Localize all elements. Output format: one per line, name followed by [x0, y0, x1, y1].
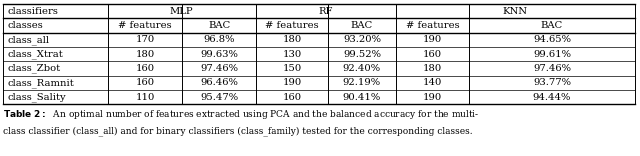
Text: 99.52%: 99.52% [343, 50, 381, 59]
Text: classes: classes [7, 21, 43, 30]
Text: $\mathbf{Table\ 2:}$  An optimal number of features extracted using PCA and the : $\mathbf{Table\ 2:}$ An optimal number o… [3, 108, 479, 121]
Text: 130: 130 [282, 50, 302, 59]
Text: # features: # features [118, 21, 172, 30]
Text: 92.40%: 92.40% [343, 64, 381, 73]
Text: 93.20%: 93.20% [343, 35, 381, 44]
Text: 160: 160 [136, 78, 154, 87]
Text: MLP: MLP [170, 7, 193, 16]
Text: 190: 190 [282, 78, 302, 87]
Text: 96.8%: 96.8% [204, 35, 235, 44]
Text: class_Xtrat: class_Xtrat [7, 49, 63, 59]
Text: 97.46%: 97.46% [533, 64, 571, 73]
Text: # features: # features [266, 21, 319, 30]
Text: 97.46%: 97.46% [200, 64, 238, 73]
Text: 190: 190 [422, 35, 442, 44]
Text: 94.44%: 94.44% [533, 93, 571, 102]
Text: class classifier (class_all) and for binary classifiers (class_family) tested fo: class classifier (class_all) and for bin… [3, 126, 473, 136]
Text: BAC: BAC [208, 21, 230, 30]
Text: 160: 160 [283, 93, 301, 102]
Text: BAC: BAC [351, 21, 373, 30]
Text: class_Zbot: class_Zbot [7, 64, 60, 73]
Text: RF: RF [319, 7, 333, 16]
Text: 93.77%: 93.77% [533, 78, 571, 87]
Text: 170: 170 [135, 35, 155, 44]
Text: 160: 160 [136, 64, 154, 73]
Text: classifiers: classifiers [7, 7, 58, 16]
Text: # features: # features [406, 21, 459, 30]
Text: 150: 150 [282, 64, 302, 73]
Text: class_all: class_all [7, 35, 49, 45]
Text: 95.47%: 95.47% [200, 93, 238, 102]
Text: 99.63%: 99.63% [200, 50, 238, 59]
Text: BAC: BAC [541, 21, 563, 30]
Text: 160: 160 [423, 50, 442, 59]
Text: 92.19%: 92.19% [343, 78, 381, 87]
Text: 90.41%: 90.41% [343, 93, 381, 102]
Text: class_Ramnit: class_Ramnit [7, 78, 74, 88]
Text: 140: 140 [422, 78, 442, 87]
Text: 190: 190 [422, 93, 442, 102]
Text: 96.46%: 96.46% [200, 78, 238, 87]
Text: 99.61%: 99.61% [533, 50, 571, 59]
Text: 180: 180 [282, 35, 302, 44]
Text: KNN: KNN [502, 7, 528, 16]
Text: class_Sality: class_Sality [7, 92, 66, 102]
Text: 180: 180 [422, 64, 442, 73]
Text: 110: 110 [135, 93, 155, 102]
Text: 180: 180 [135, 50, 155, 59]
Text: 94.65%: 94.65% [533, 35, 571, 44]
